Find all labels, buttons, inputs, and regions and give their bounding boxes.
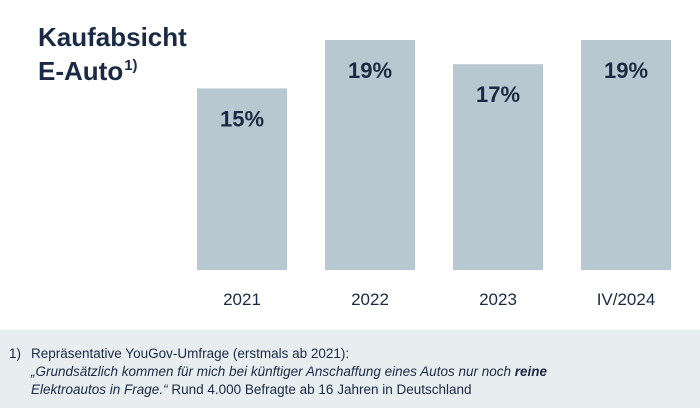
footnote-quote-bold: reine: [514, 364, 548, 379]
value-label: 15%: [220, 106, 264, 131]
footnote-number: 1): [9, 346, 22, 361]
footnote-quote-part1: „Grundsätzlich kommen für mich bei künft…: [31, 364, 515, 379]
chart-title: Kaufabsicht E-Auto1): [38, 20, 187, 88]
footnote-suffix: Rund 4.000 Befragte ab 16 Jahren in Deut…: [167, 382, 472, 397]
bar-chart: 15% 2021 19% 2022 17% 2023 19% IV/2024: [197, 40, 671, 309]
x-tick-label: 2023: [479, 290, 517, 309]
title-footnote-mark: 1): [124, 57, 138, 75]
chart-title-line1: Kaufabsicht: [38, 22, 187, 52]
footnote-quote-part2: Elektroautos in Frage.“: [31, 382, 168, 397]
value-label: 19%: [604, 58, 648, 83]
bar-2021: [197, 88, 287, 270]
footnote-quote: „Grundsätzlich kommen für mich bei künft…: [31, 364, 547, 397]
x-tick-label: IV/2024: [597, 290, 656, 309]
x-tick-label: 2022: [351, 290, 389, 309]
footnote-line1: Repräsentative YouGov-Umfrage (erstmals …: [31, 346, 350, 361]
footnote-text: Repräsentative YouGov-Umfrage (erstmals …: [31, 345, 691, 399]
value-label: 17%: [476, 82, 520, 107]
bar-iv-2024: [581, 40, 671, 270]
chart-title-line2: E-Auto: [38, 56, 124, 86]
bar-2023: [453, 64, 543, 270]
bar-2022: [325, 40, 415, 270]
footnote-box: 1) Repräsentative YouGov-Umfrage (erstma…: [0, 330, 700, 408]
value-label: 19%: [348, 58, 392, 83]
x-tick-label: 2021: [223, 290, 261, 309]
